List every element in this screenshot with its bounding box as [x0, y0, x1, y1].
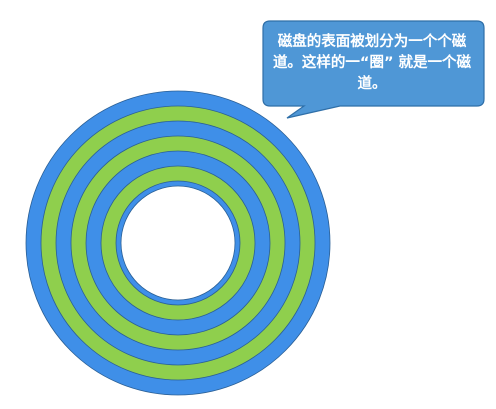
disk-rings — [25, 90, 331, 396]
callout-bubble — [262, 20, 485, 119]
callout-text: 磁盘的表面被划分为一个个磁道。这样的一“圈” 就是一个磁道。 — [272, 33, 472, 92]
disk-center-hole — [120, 185, 236, 301]
